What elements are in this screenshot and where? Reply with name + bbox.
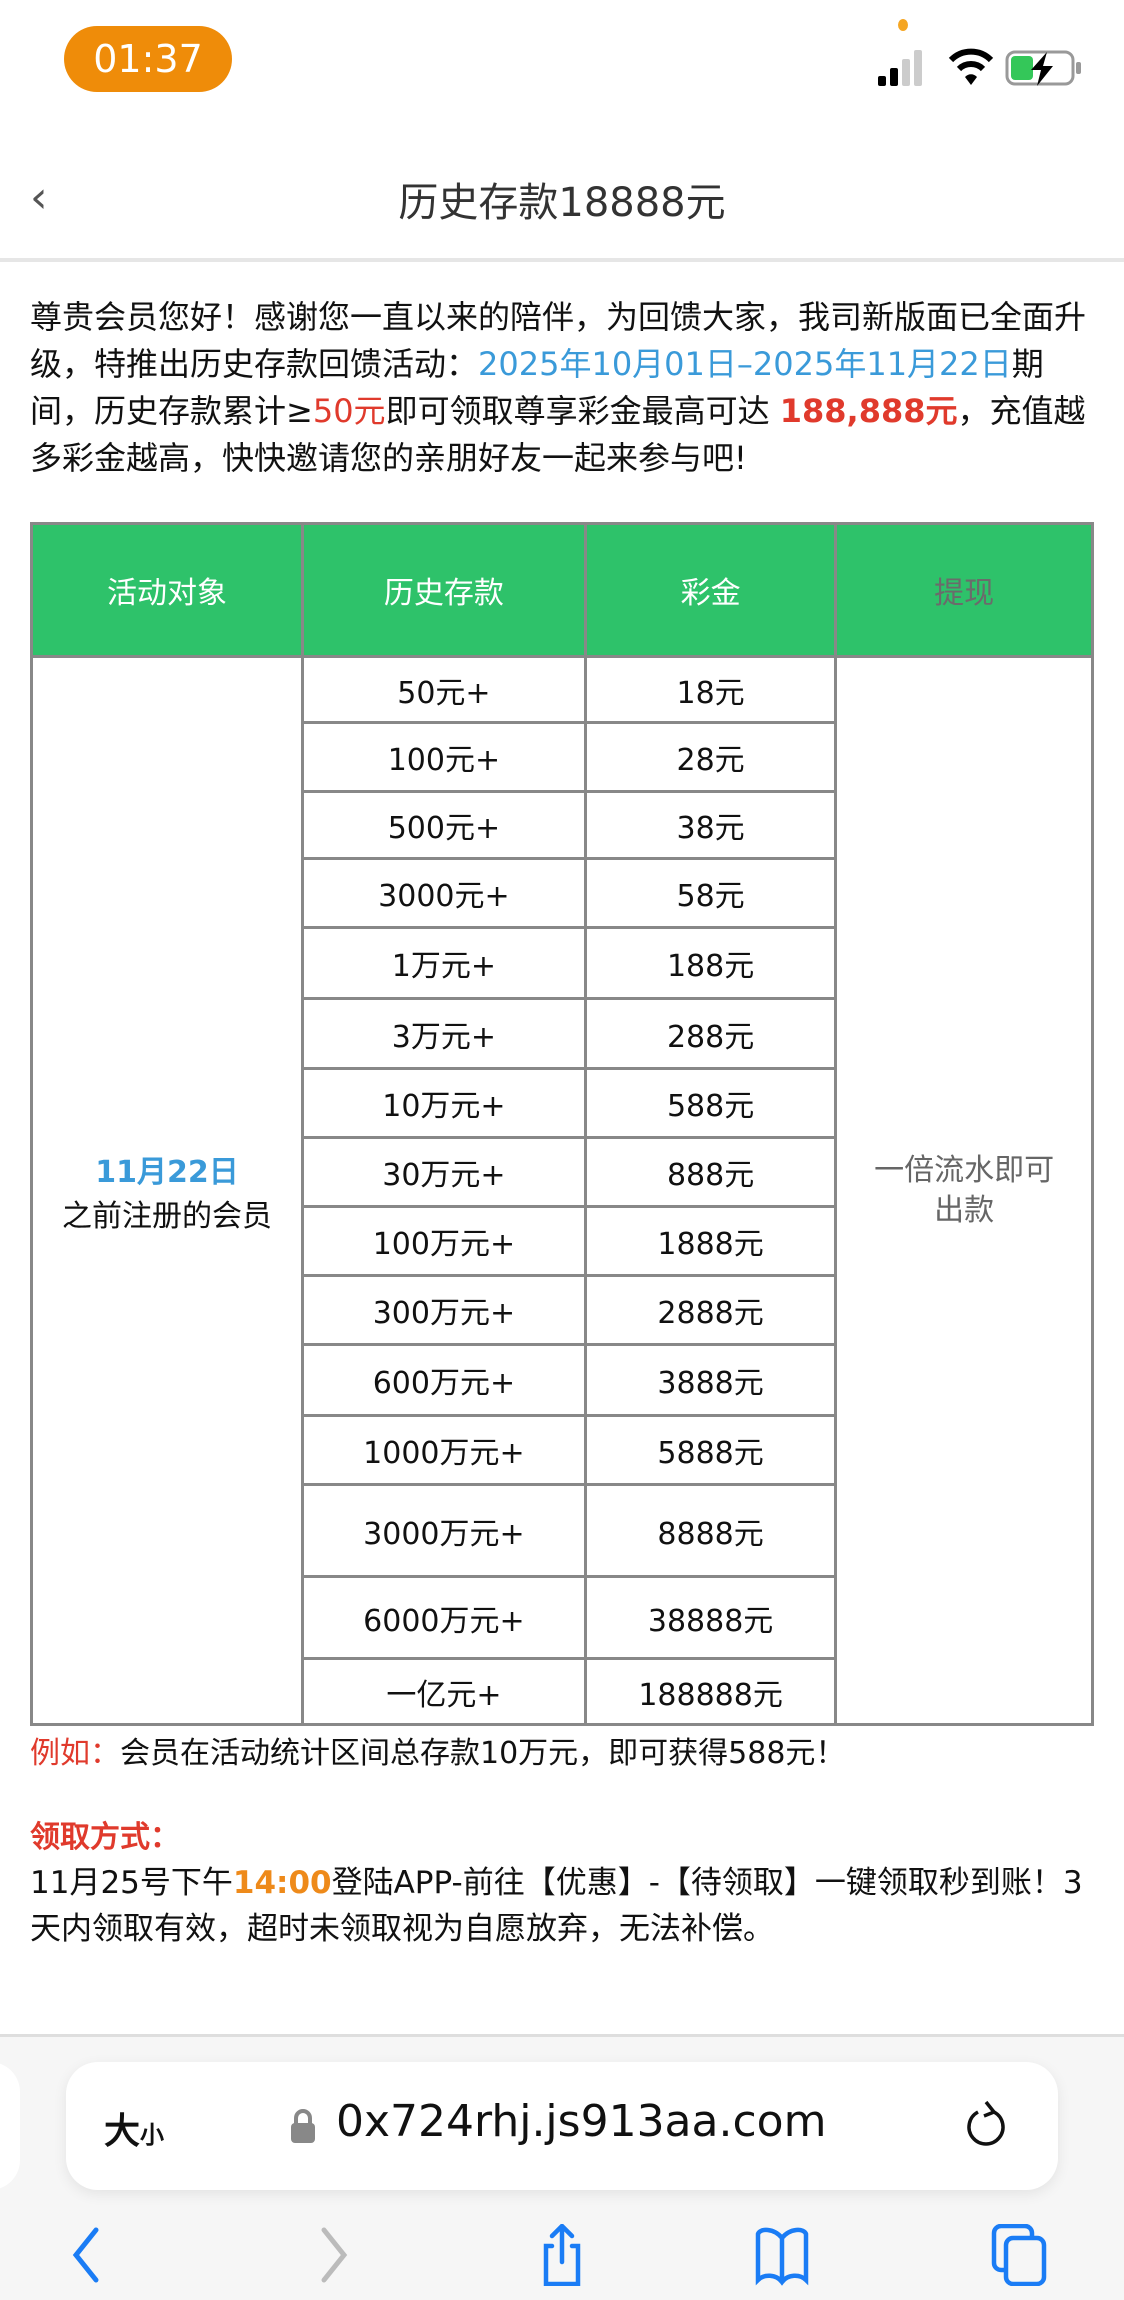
table-row: 6000万元+ 38888元 bbox=[32, 1575, 1093, 1660]
url-text[interactable]: 0x724rhj.js913aa.com bbox=[336, 2096, 827, 2147]
nav-header bbox=[0, 130, 1124, 262]
address-bar[interactable] bbox=[66, 2062, 1058, 2190]
intro-text: ，充值越多彩金越高，快快邀请您的亲朋好友一起来参与吧! bbox=[30, 392, 1086, 477]
wifi-icon bbox=[948, 48, 994, 85]
header-withdraw: 提现 bbox=[834, 522, 1094, 658]
bonus-cell: 1888元 bbox=[583, 1205, 838, 1277]
intro-text: 期间，历史存款累计≥ bbox=[30, 345, 1044, 430]
bonus-cell: 38元 bbox=[583, 790, 838, 860]
deposit-cell: 一亿元+ bbox=[300, 1657, 587, 1726]
bonus-table: 活动对象 历史存款 彩金 提现 11月22日 之前注册的会员 50元+ 18元 一倍流水… bbox=[30, 522, 1094, 1726]
previous-tab-pill[interactable] bbox=[0, 2062, 20, 2190]
back-button[interactable]: ‹ bbox=[30, 172, 48, 223]
deposit-cell: 3000元+ bbox=[300, 857, 587, 929]
bonus-cell: 188元 bbox=[583, 926, 838, 1000]
example-line: 例如：会员在活动统计区间总存款10万元，即可获得588元！ bbox=[30, 1728, 845, 1772]
bookmarks-icon[interactable] bbox=[752, 2224, 812, 2286]
instructions-text: 登陆APP-前往【优惠】-【待领取】一键领取秒到账！3天内领取有效，超时未领取视… bbox=[30, 1865, 1083, 1947]
deposit-cell: 3000万元+ bbox=[300, 1483, 587, 1578]
text-size-large: 大 bbox=[104, 2111, 141, 2152]
deposit-cell: 50元+ bbox=[300, 655, 587, 724]
intro-paragraph: 尊贵会员您好！感谢您一直以来的陪伴，为回馈大家，我司新版面已全面升级，特推出历史… bbox=[30, 294, 1100, 482]
target-cell: 11月22日 之前注册的会员 bbox=[30, 655, 304, 1726]
bonus-cell: 5888元 bbox=[583, 1414, 838, 1486]
table-row: 600万元+ 3888元 bbox=[32, 1343, 1093, 1417]
cellular-signal-icon bbox=[878, 50, 922, 86]
table-row: 30万元+ 888元 bbox=[32, 1136, 1093, 1208]
bonus-cell: 58元 bbox=[583, 857, 838, 929]
table-row: 3000元+ 58元 bbox=[32, 857, 1093, 929]
deposit-cell: 100万元+ bbox=[300, 1205, 587, 1277]
date-range: 2025年10月01日–2025年11月22日 bbox=[478, 345, 1012, 383]
header-bonus: 彩金 bbox=[583, 522, 838, 658]
status-time: 01:37 bbox=[64, 26, 232, 92]
deposit-cell: 1万元+ bbox=[300, 926, 587, 1000]
bonus-cell: 28元 bbox=[583, 721, 838, 793]
deposit-cell: 6000万元+ bbox=[300, 1575, 587, 1660]
text-size-button[interactable]: 大小 bbox=[104, 2102, 164, 2154]
instructions-text: 11月25号下午 bbox=[30, 1865, 233, 1901]
deposit-cell: 3万元+ bbox=[300, 997, 587, 1070]
intro-text: 尊贵会员您好！感谢您一直以来的陪伴，为回馈大家，我司新版面已全面升级，特推出历史… bbox=[30, 298, 1087, 383]
table-row: 11月22日 之前注册的会员 50元+ 18元 一倍流水即可出款 bbox=[30, 655, 1094, 1726]
bonus-cell: 3888元 bbox=[583, 1343, 838, 1417]
bonus-cell: 288元 bbox=[583, 997, 838, 1070]
bonus-cell: 18元 bbox=[583, 655, 838, 724]
table-row: 3万元+ 288元 bbox=[32, 997, 1093, 1070]
bonus-cell: 38888元 bbox=[583, 1575, 838, 1660]
target-date: 11月22日 bbox=[95, 1154, 239, 1190]
bonus-cell: 588元 bbox=[583, 1067, 838, 1139]
example-label: 例如： bbox=[30, 1736, 120, 1771]
bonus-cell: 188888元 bbox=[583, 1657, 838, 1726]
table-row: 1000万元+ 5888元 bbox=[32, 1414, 1093, 1486]
share-icon[interactable] bbox=[532, 2224, 592, 2286]
table-row: 100万元+ 1888元 bbox=[32, 1205, 1093, 1277]
table-header-row: 活动对象 历史存款 彩金 提现 bbox=[30, 522, 1094, 658]
bonus-cell: 2888元 bbox=[583, 1274, 838, 1346]
back-nav-icon[interactable] bbox=[60, 2224, 120, 2286]
withdraw-cell: 一倍流水即可出款 bbox=[834, 655, 1094, 1726]
deposit-cell: 500元+ bbox=[300, 790, 587, 860]
claim-time: 14:00 bbox=[232, 1865, 332, 1901]
table-row: 1万元+ 188元 bbox=[32, 926, 1093, 1000]
forward-nav-icon[interactable] bbox=[300, 2224, 360, 2286]
withdraw-text: 一倍流水即可出款 bbox=[874, 1152, 1055, 1228]
deposit-cell: 300万元+ bbox=[300, 1274, 587, 1346]
deposit-cell: 10万元+ bbox=[300, 1067, 587, 1139]
deposit-cell: 1000万元+ bbox=[300, 1414, 587, 1486]
table-row: 300万元+ 2888元 bbox=[32, 1274, 1093, 1346]
lock-icon bbox=[291, 2109, 315, 2143]
table-row: 10万元+ 588元 bbox=[32, 1067, 1093, 1139]
max-amount: 188,888元 bbox=[779, 392, 958, 430]
header-target: 活动对象 bbox=[30, 522, 304, 658]
battery-charging-icon bbox=[1005, 50, 1081, 86]
table-row: 100元+ 28元 bbox=[32, 721, 1093, 793]
example-text: 会员在活动统计区间总存款10万元，即可获得588元！ bbox=[120, 1736, 846, 1771]
deposit-cell: 100元+ bbox=[300, 721, 587, 793]
intro-text: 即可领取尊享彩金最高可达 bbox=[385, 392, 780, 430]
deposit-cell: 30万元+ bbox=[300, 1136, 587, 1208]
method-heading: 领取方式： bbox=[30, 1820, 180, 1855]
privacy-indicator-dot bbox=[898, 19, 908, 31]
instructions: 11月25号下午14:00登陆APP-前往【优惠】-【待领取】一键领取秒到账！3… bbox=[30, 1860, 1100, 1952]
header-deposit: 历史存款 bbox=[300, 522, 587, 658]
bonus-cell: 888元 bbox=[583, 1136, 838, 1208]
min-amount: 50元 bbox=[312, 392, 386, 430]
table-row: 3000万元+ 8888元 bbox=[32, 1483, 1093, 1578]
bonus-cell: 8888元 bbox=[583, 1483, 838, 1578]
tabs-icon[interactable] bbox=[990, 2224, 1050, 2286]
target-text: 之前注册的会员 bbox=[61, 1198, 272, 1234]
reload-icon[interactable] bbox=[964, 2098, 1010, 2152]
table-row: 500元+ 38元 bbox=[32, 790, 1093, 860]
deposit-cell: 600万元+ bbox=[300, 1343, 587, 1417]
text-size-small: 小 bbox=[140, 2121, 165, 2149]
page-title: 历史存款18888元 bbox=[398, 180, 726, 226]
table-row: 一亿元+ 188888元 bbox=[32, 1657, 1093, 1726]
